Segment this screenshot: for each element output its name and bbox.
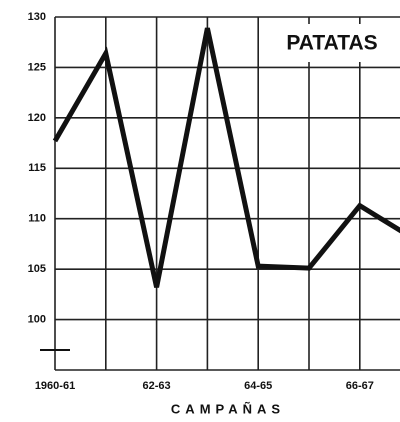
x-tick-label: 66-67 — [346, 380, 374, 392]
y-tick-label: 105 — [28, 263, 46, 275]
title-box — [272, 24, 392, 62]
x-tick-label: 1960-61 — [35, 380, 75, 392]
data-line — [52, 27, 400, 288]
y-tick-label: 130 — [28, 11, 46, 23]
x-tick-label: 64-65 — [244, 380, 272, 392]
x-tick-label: 62-63 — [143, 380, 171, 392]
y-tick-label: 100 — [28, 313, 46, 325]
x-axis-label: CAMPAÑAS — [171, 401, 285, 416]
y-tick-label: 110 — [28, 213, 46, 225]
y-tick-label: 125 — [28, 61, 46, 73]
y-tick-label: 120 — [28, 112, 46, 124]
chart-title: PATATAS — [286, 32, 377, 55]
y-tick-label: 115 — [28, 162, 46, 174]
